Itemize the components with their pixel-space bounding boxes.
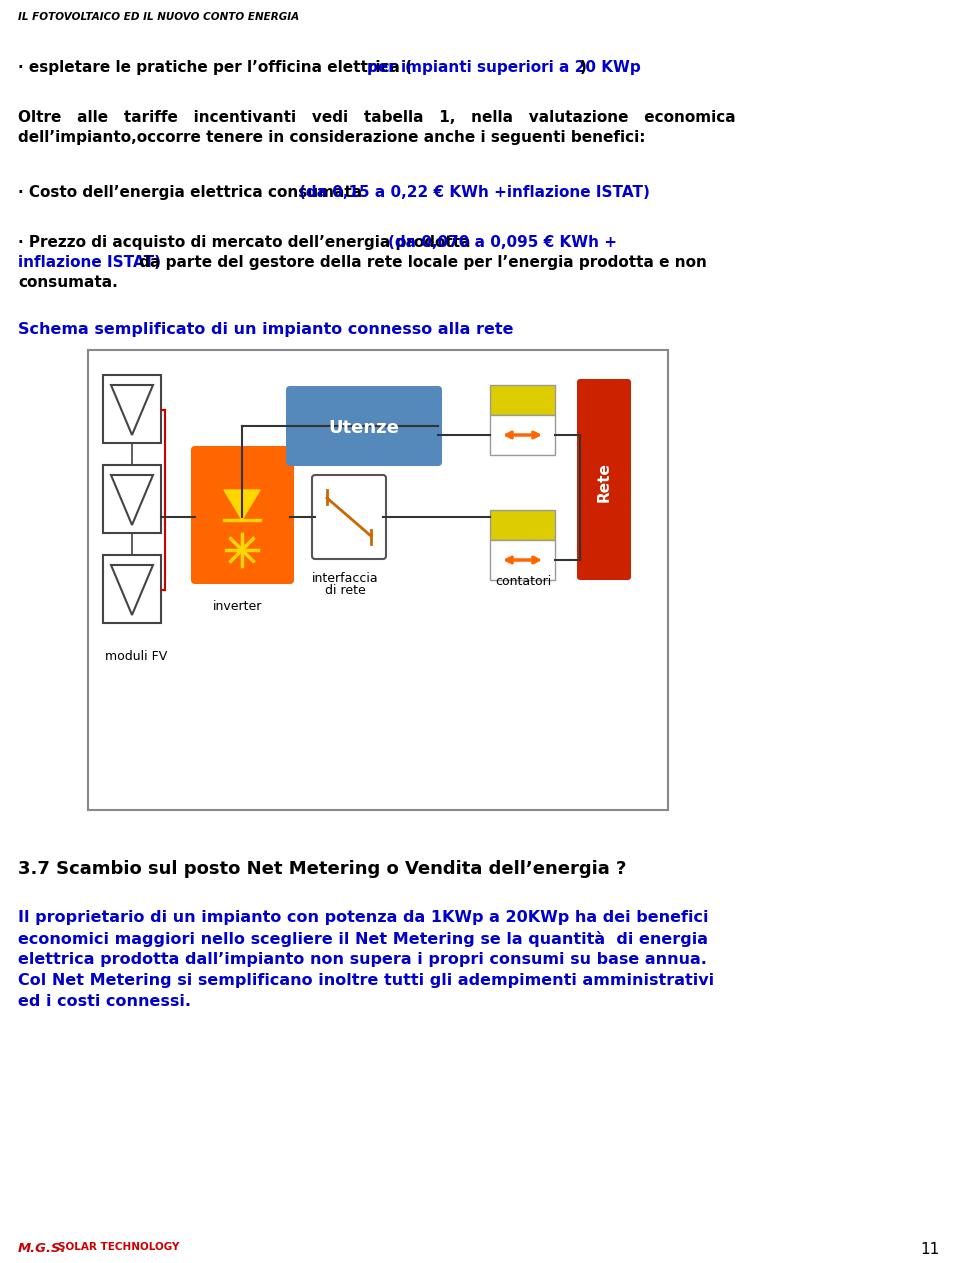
- Text: Utenze: Utenze: [328, 419, 399, 437]
- Text: inflazione ISTAT): inflazione ISTAT): [18, 255, 161, 270]
- Text: elettrica prodotta dall’impianto non supera i propri consumi su base annua.: elettrica prodotta dall’impianto non sup…: [18, 952, 707, 967]
- Text: · Costo dell’energia elettrica consumata: · Costo dell’energia elettrica consumata: [18, 184, 368, 200]
- FancyBboxPatch shape: [286, 386, 442, 466]
- Text: 3.7 Scambio sul posto Net Metering o Vendita dell’energia ?: 3.7 Scambio sul posto Net Metering o Ven…: [18, 860, 626, 878]
- Text: contatori: contatori: [495, 575, 551, 589]
- Text: IL FOTOVOLTAICO ED IL NUOVO CONTO ENERGIA: IL FOTOVOLTAICO ED IL NUOVO CONTO ENERGI…: [18, 13, 300, 21]
- Bar: [103, 375, 161, 443]
- Polygon shape: [111, 565, 153, 615]
- Bar: [88, 350, 668, 810]
- Text: 11: 11: [920, 1242, 939, 1257]
- Bar: [103, 554, 161, 623]
- Text: ): ): [580, 61, 587, 75]
- Text: · espletare le pratiche per l’officina elettrica (: · espletare le pratiche per l’officina e…: [18, 61, 418, 75]
- Text: (da 0,070 a 0,095 € KWh +: (da 0,070 a 0,095 € KWh +: [388, 235, 617, 250]
- Polygon shape: [111, 475, 153, 525]
- Text: economici maggiori nello scegliere il Net Metering se la quantità  di energia: economici maggiori nello scegliere il Ne…: [18, 931, 708, 947]
- Text: dell’impianto,occorre tenere in considerazione anche i seguenti benefici:: dell’impianto,occorre tenere in consider…: [18, 130, 645, 145]
- Text: interfaccia: interfaccia: [312, 572, 378, 585]
- Text: Il proprietario di un impianto con potenza da 1KWp a 20KWp ha dei benefici: Il proprietario di un impianto con poten…: [18, 911, 708, 925]
- Text: di rete: di rete: [325, 584, 366, 597]
- Text: moduli FV: moduli FV: [105, 650, 167, 663]
- Text: inverter: inverter: [213, 600, 262, 613]
- Bar: [103, 465, 161, 533]
- Bar: [490, 416, 555, 455]
- Text: da parte del gestore della rete locale per l’energia prodotta e non: da parte del gestore della rete locale p…: [134, 255, 708, 270]
- Text: Rete: Rete: [596, 462, 612, 501]
- Text: ed i costi connessi.: ed i costi connessi.: [18, 994, 191, 1009]
- Polygon shape: [224, 490, 260, 520]
- Text: · Prezzo di acquisto di mercato dell’energia prodotta: · Prezzo di acquisto di mercato dell’ene…: [18, 235, 476, 250]
- Text: M.G.S.: M.G.S.: [18, 1242, 66, 1255]
- Bar: [490, 541, 555, 580]
- Bar: [490, 385, 555, 416]
- Polygon shape: [111, 385, 153, 434]
- Text: Oltre   alle   tariffe   incentivanti   vedi   tabella   1,   nella   valutazion: Oltre alle tariffe incentivanti vedi tab…: [18, 110, 735, 125]
- Bar: [490, 510, 555, 541]
- FancyBboxPatch shape: [577, 379, 631, 580]
- Text: SOLAR TECHNOLOGY: SOLAR TECHNOLOGY: [58, 1242, 180, 1252]
- Text: Col Net Metering si semplificano inoltre tutti gli adempimenti amministrativi: Col Net Metering si semplificano inoltre…: [18, 973, 714, 988]
- FancyBboxPatch shape: [191, 446, 294, 584]
- Text: (da 0,15 a 0,22 € KWh +inflazione ISTAT): (da 0,15 a 0,22 € KWh +inflazione ISTAT): [299, 184, 650, 200]
- Text: Schema semplificato di un impianto connesso alla rete: Schema semplificato di un impianto conne…: [18, 322, 514, 337]
- Text: per impianti superiori a 20 KWp: per impianti superiori a 20 KWp: [368, 61, 641, 75]
- FancyBboxPatch shape: [312, 475, 386, 560]
- Text: consumata.: consumata.: [18, 275, 118, 290]
